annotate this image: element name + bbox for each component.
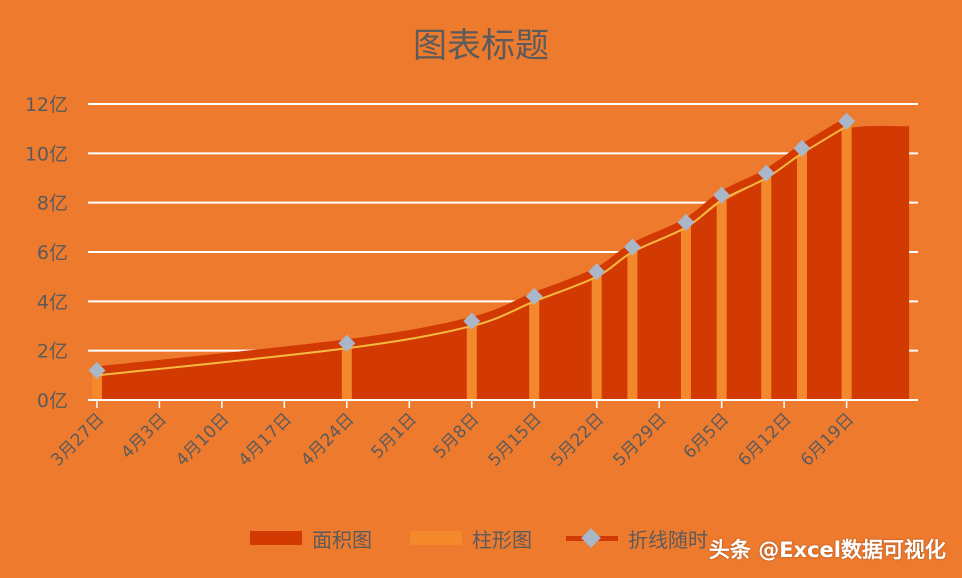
x-tick-label: 4月17日 — [235, 409, 296, 470]
legend-bar-label: 柱形图 — [472, 527, 532, 552]
x-tick-label: 3月27日 — [47, 409, 108, 470]
line-marker-0 — [88, 361, 106, 379]
bar-0 — [91, 375, 102, 400]
x-tick-label: 6月19日 — [797, 409, 858, 470]
line-marker-9 — [757, 164, 775, 182]
bar-3 — [466, 323, 477, 400]
line-marker-4 — [525, 287, 543, 305]
bar-5 — [591, 274, 602, 400]
line-marker-6 — [623, 238, 641, 256]
x-tick-label: 4月24日 — [297, 409, 358, 470]
legend-item-bar[interactable]: 柱形图 — [410, 520, 532, 556]
chart-title: 图表标题 — [413, 26, 549, 66]
legend-line-swatch — [566, 528, 618, 548]
line-marker-7 — [677, 213, 695, 231]
line-marker-11 — [838, 112, 856, 130]
bar-8 — [716, 200, 727, 400]
line-marker-10 — [793, 139, 811, 157]
line-marker-8 — [713, 186, 731, 204]
x-tick-label: 5月8日 — [430, 409, 483, 462]
x-tick-label: 6月5日 — [680, 409, 733, 462]
x-tick-label: 5月15日 — [485, 409, 546, 470]
watermark: 头条 @Excel数据可视化 — [708, 538, 946, 562]
bar-9 — [761, 175, 772, 400]
legend-item-area[interactable]: 面积图 — [250, 520, 372, 556]
y-tick-label: 12亿 — [25, 94, 68, 116]
legend-area-label: 面积图 — [312, 527, 372, 552]
bar-4 — [529, 298, 540, 400]
bar-2 — [341, 345, 352, 400]
y-tick-label: 8亿 — [37, 193, 68, 215]
y-tick-label: 0亿 — [37, 390, 68, 412]
bar-11 — [841, 123, 852, 400]
x-tick-label: 5月22日 — [547, 409, 608, 470]
x-tick-label: 4月3日 — [117, 409, 170, 462]
legend-item-line[interactable]: 折线随时 — [566, 520, 708, 556]
y-tick-label: 4亿 — [37, 291, 68, 313]
x-tick-label: 5月29日 — [610, 409, 671, 470]
x-tick-label: 5月1日 — [367, 409, 420, 462]
area-series — [96, 125, 910, 401]
legend-line-label: 折线随时 — [628, 527, 708, 552]
line-marker-5 — [588, 263, 606, 281]
x-tick-label: 6月12日 — [735, 409, 796, 470]
bar-10 — [796, 150, 807, 400]
y-tick-label: 2亿 — [37, 341, 68, 363]
line-marker-2 — [338, 334, 356, 352]
x-tick-label: 4月10日 — [172, 409, 233, 470]
legend-area-swatch — [250, 531, 302, 545]
bar-6 — [627, 249, 638, 400]
legend-bar-swatch — [410, 531, 462, 545]
legend: 面积图 柱形图 折线随时 — [0, 520, 962, 556]
line-marker-3 — [463, 312, 481, 330]
bar-7 — [680, 224, 691, 400]
y-tick-label: 6亿 — [37, 242, 68, 264]
y-tick-label: 10亿 — [25, 143, 68, 165]
